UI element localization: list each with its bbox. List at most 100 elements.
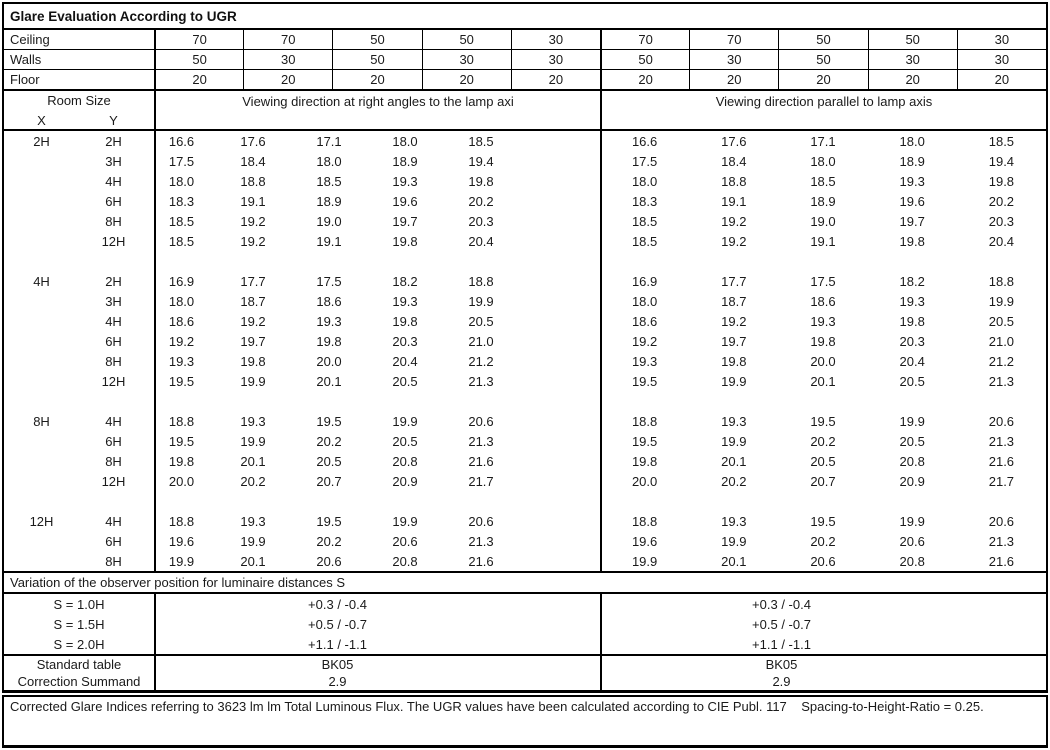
ugr-values-body: 2H 2H 16.6 17.6 17.1 18.0 18.5 16.6 17.6 17.1 18.0… xyxy=(4,131,1046,571)
ugr-row: 6H 19.6 19.9 20.2 20.6 21.3 19.6 19.9 20.2 20.6 21… xyxy=(4,531,1046,551)
room-y-label: 4H xyxy=(105,413,122,429)
observer-variation-label: S = 1.0H xyxy=(53,596,105,612)
ugr-value-right: 20.5 xyxy=(988,313,1015,329)
ugr-row: 12H 4H 18.8 19.3 19.5 19.9 20.6 18.8 19.3 19.5 19.… xyxy=(4,511,1046,531)
room-x-label xyxy=(4,331,79,351)
summary-label: Correction Summand xyxy=(17,674,141,689)
spacer-cell xyxy=(519,551,600,571)
ugr-value-left: 19.2 xyxy=(240,233,266,249)
ugr-value-left: 20.6 xyxy=(468,513,494,529)
ugr-value-right: 19.4 xyxy=(988,153,1015,169)
ugr-value-left: 19.0 xyxy=(316,213,342,229)
ugr-value-left: 20.5 xyxy=(392,433,418,449)
surface-value: 30 xyxy=(510,50,600,69)
ugr-value-right: 17.5 xyxy=(810,273,836,289)
ugr-value-right: 19.3 xyxy=(631,353,658,369)
half-divider-line xyxy=(600,131,602,571)
room-y-label: 8H xyxy=(105,353,122,369)
room-x-label xyxy=(4,211,79,231)
ugr-value-left: 18.8 xyxy=(168,413,195,429)
room-x-label xyxy=(4,371,79,391)
surface-value: 20 xyxy=(778,70,867,89)
spacer-cell xyxy=(519,271,600,291)
ugr-value-right: 19.6 xyxy=(631,533,658,549)
ugr-value-left: 20.4 xyxy=(468,233,494,249)
ugr-value-right: 21.6 xyxy=(988,553,1015,569)
ugr-value-left: 19.2 xyxy=(168,333,195,349)
ugr-value-right: 19.8 xyxy=(631,453,658,469)
ugr-value-right: 18.8 xyxy=(988,273,1015,289)
ugr-value-right: 21.0 xyxy=(988,333,1015,349)
ugr-value-right: 20.4 xyxy=(988,233,1015,249)
surface-value: 70 xyxy=(243,30,332,49)
ugr-value-left: 20.7 xyxy=(316,473,342,489)
room-y-label: 6H xyxy=(105,433,122,449)
surface-value: 20 xyxy=(332,70,421,89)
ugr-value-left: 18.8 xyxy=(168,513,195,529)
ugr-value-right: 20.2 xyxy=(988,193,1015,209)
ugr-row: 8H 19.3 19.8 20.0 20.4 21.2 19.3 19.8 20.0 20.4 21… xyxy=(4,351,1046,371)
surface-value: 20 xyxy=(599,70,689,89)
ugr-row: 6H 19.5 19.9 20.2 20.5 21.3 19.5 19.9 20.2 20.5 21… xyxy=(4,431,1046,451)
ugr-value-right: 18.5 xyxy=(631,233,658,249)
spacer-cell xyxy=(519,231,600,251)
summary-rows: Standard table BK05 BK05 Correction Summand… xyxy=(4,656,1046,690)
surface-value: 50 xyxy=(599,50,689,69)
room-y-label: 4H xyxy=(105,313,122,329)
ugr-value-left: 19.4 xyxy=(468,153,494,169)
ugr-value-right: 20.1 xyxy=(721,453,747,469)
ugr-value-left: 19.8 xyxy=(392,233,418,249)
ugr-value-right: 19.2 xyxy=(721,213,747,229)
ugr-value-left: 20.1 xyxy=(316,373,342,389)
ugr-value-left: 19.8 xyxy=(168,453,195,469)
ugr-value-left: 20.2 xyxy=(316,533,342,549)
ugr-value-right: 20.4 xyxy=(899,353,925,369)
ugr-value-left: 21.6 xyxy=(468,553,494,569)
observer-variation-heading-row: Variation of the observer position for l… xyxy=(4,571,1046,594)
ugr-row: 6H 18.3 19.1 18.9 19.6 20.2 18.3 19.1 18.9 19.6 20… xyxy=(4,191,1046,211)
ugr-value-right: 16.9 xyxy=(631,273,658,289)
ugr-value-right: 18.7 xyxy=(721,293,747,309)
ugr-value-right: 16.6 xyxy=(631,133,658,149)
summary-value-left: BK05 xyxy=(154,656,600,673)
ugr-value-left: 18.3 xyxy=(168,193,195,209)
ugr-value-left: 16.9 xyxy=(168,273,195,289)
ugr-value-left: 20.3 xyxy=(392,333,418,349)
ugr-value-right: 18.5 xyxy=(631,213,658,229)
ugr-row: 8H 4H 18.8 19.3 19.5 19.9 20.6 18.8 19.3 19.5 19.9… xyxy=(4,411,1046,431)
surface-row-floor: Floor 20 20 20 20 20 20 20 20 20 20 xyxy=(4,70,1046,91)
ugr-row: 4H 18.0 18.8 18.5 19.3 19.8 18.0 18.8 18.5 19.3 19… xyxy=(4,171,1046,191)
surface-label: Ceiling xyxy=(10,32,50,47)
ugr-value-left: 18.5 xyxy=(316,173,342,189)
y-column-header: Y xyxy=(109,113,118,128)
ugr-value-right: 18.6 xyxy=(810,293,836,309)
surface-value: 20 xyxy=(154,70,243,89)
ugr-row: 4H 18.6 19.2 19.3 19.8 20.5 18.6 19.2 19.3 19.8 20… xyxy=(4,311,1046,331)
spacer-cell xyxy=(519,191,600,211)
surface-value: 30 xyxy=(243,50,332,69)
ugr-value-right: 19.9 xyxy=(899,513,925,529)
ugr-value-left: 19.6 xyxy=(168,533,195,549)
ugr-value-right: 19.8 xyxy=(899,313,925,329)
x-column-header: X xyxy=(37,113,46,128)
ugr-value-right: 20.2 xyxy=(810,533,836,549)
ugr-value-left: 16.6 xyxy=(168,133,195,149)
room-size-label: Room Size xyxy=(47,93,111,108)
ugr-value-left: 20.3 xyxy=(468,213,494,229)
surface-value: 50 xyxy=(778,50,867,69)
surface-value: 50 xyxy=(154,50,243,69)
ugr-value-left: 20.2 xyxy=(468,193,494,209)
surface-label: Floor xyxy=(10,72,40,87)
ugr-value-right: 18.0 xyxy=(631,293,658,309)
ugr-value-right: 18.8 xyxy=(721,173,747,189)
ugr-value-left: 21.3 xyxy=(468,373,494,389)
ugr-value-left: 20.1 xyxy=(240,453,266,469)
room-x-label: 2H xyxy=(33,133,50,149)
ugr-row: 3H 18.0 18.7 18.6 19.3 19.9 18.0 18.7 18.6 19.3 19… xyxy=(4,291,1046,311)
ugr-value-right: 19.1 xyxy=(721,193,747,209)
spacer-cell xyxy=(519,531,600,551)
ugr-row: 8H 19.9 20.1 20.6 20.8 21.6 19.9 20.1 20.6 20.8 21… xyxy=(4,551,1046,571)
room-y-label: 8H xyxy=(105,453,122,469)
summary-value-right: BK05 xyxy=(600,656,1046,673)
